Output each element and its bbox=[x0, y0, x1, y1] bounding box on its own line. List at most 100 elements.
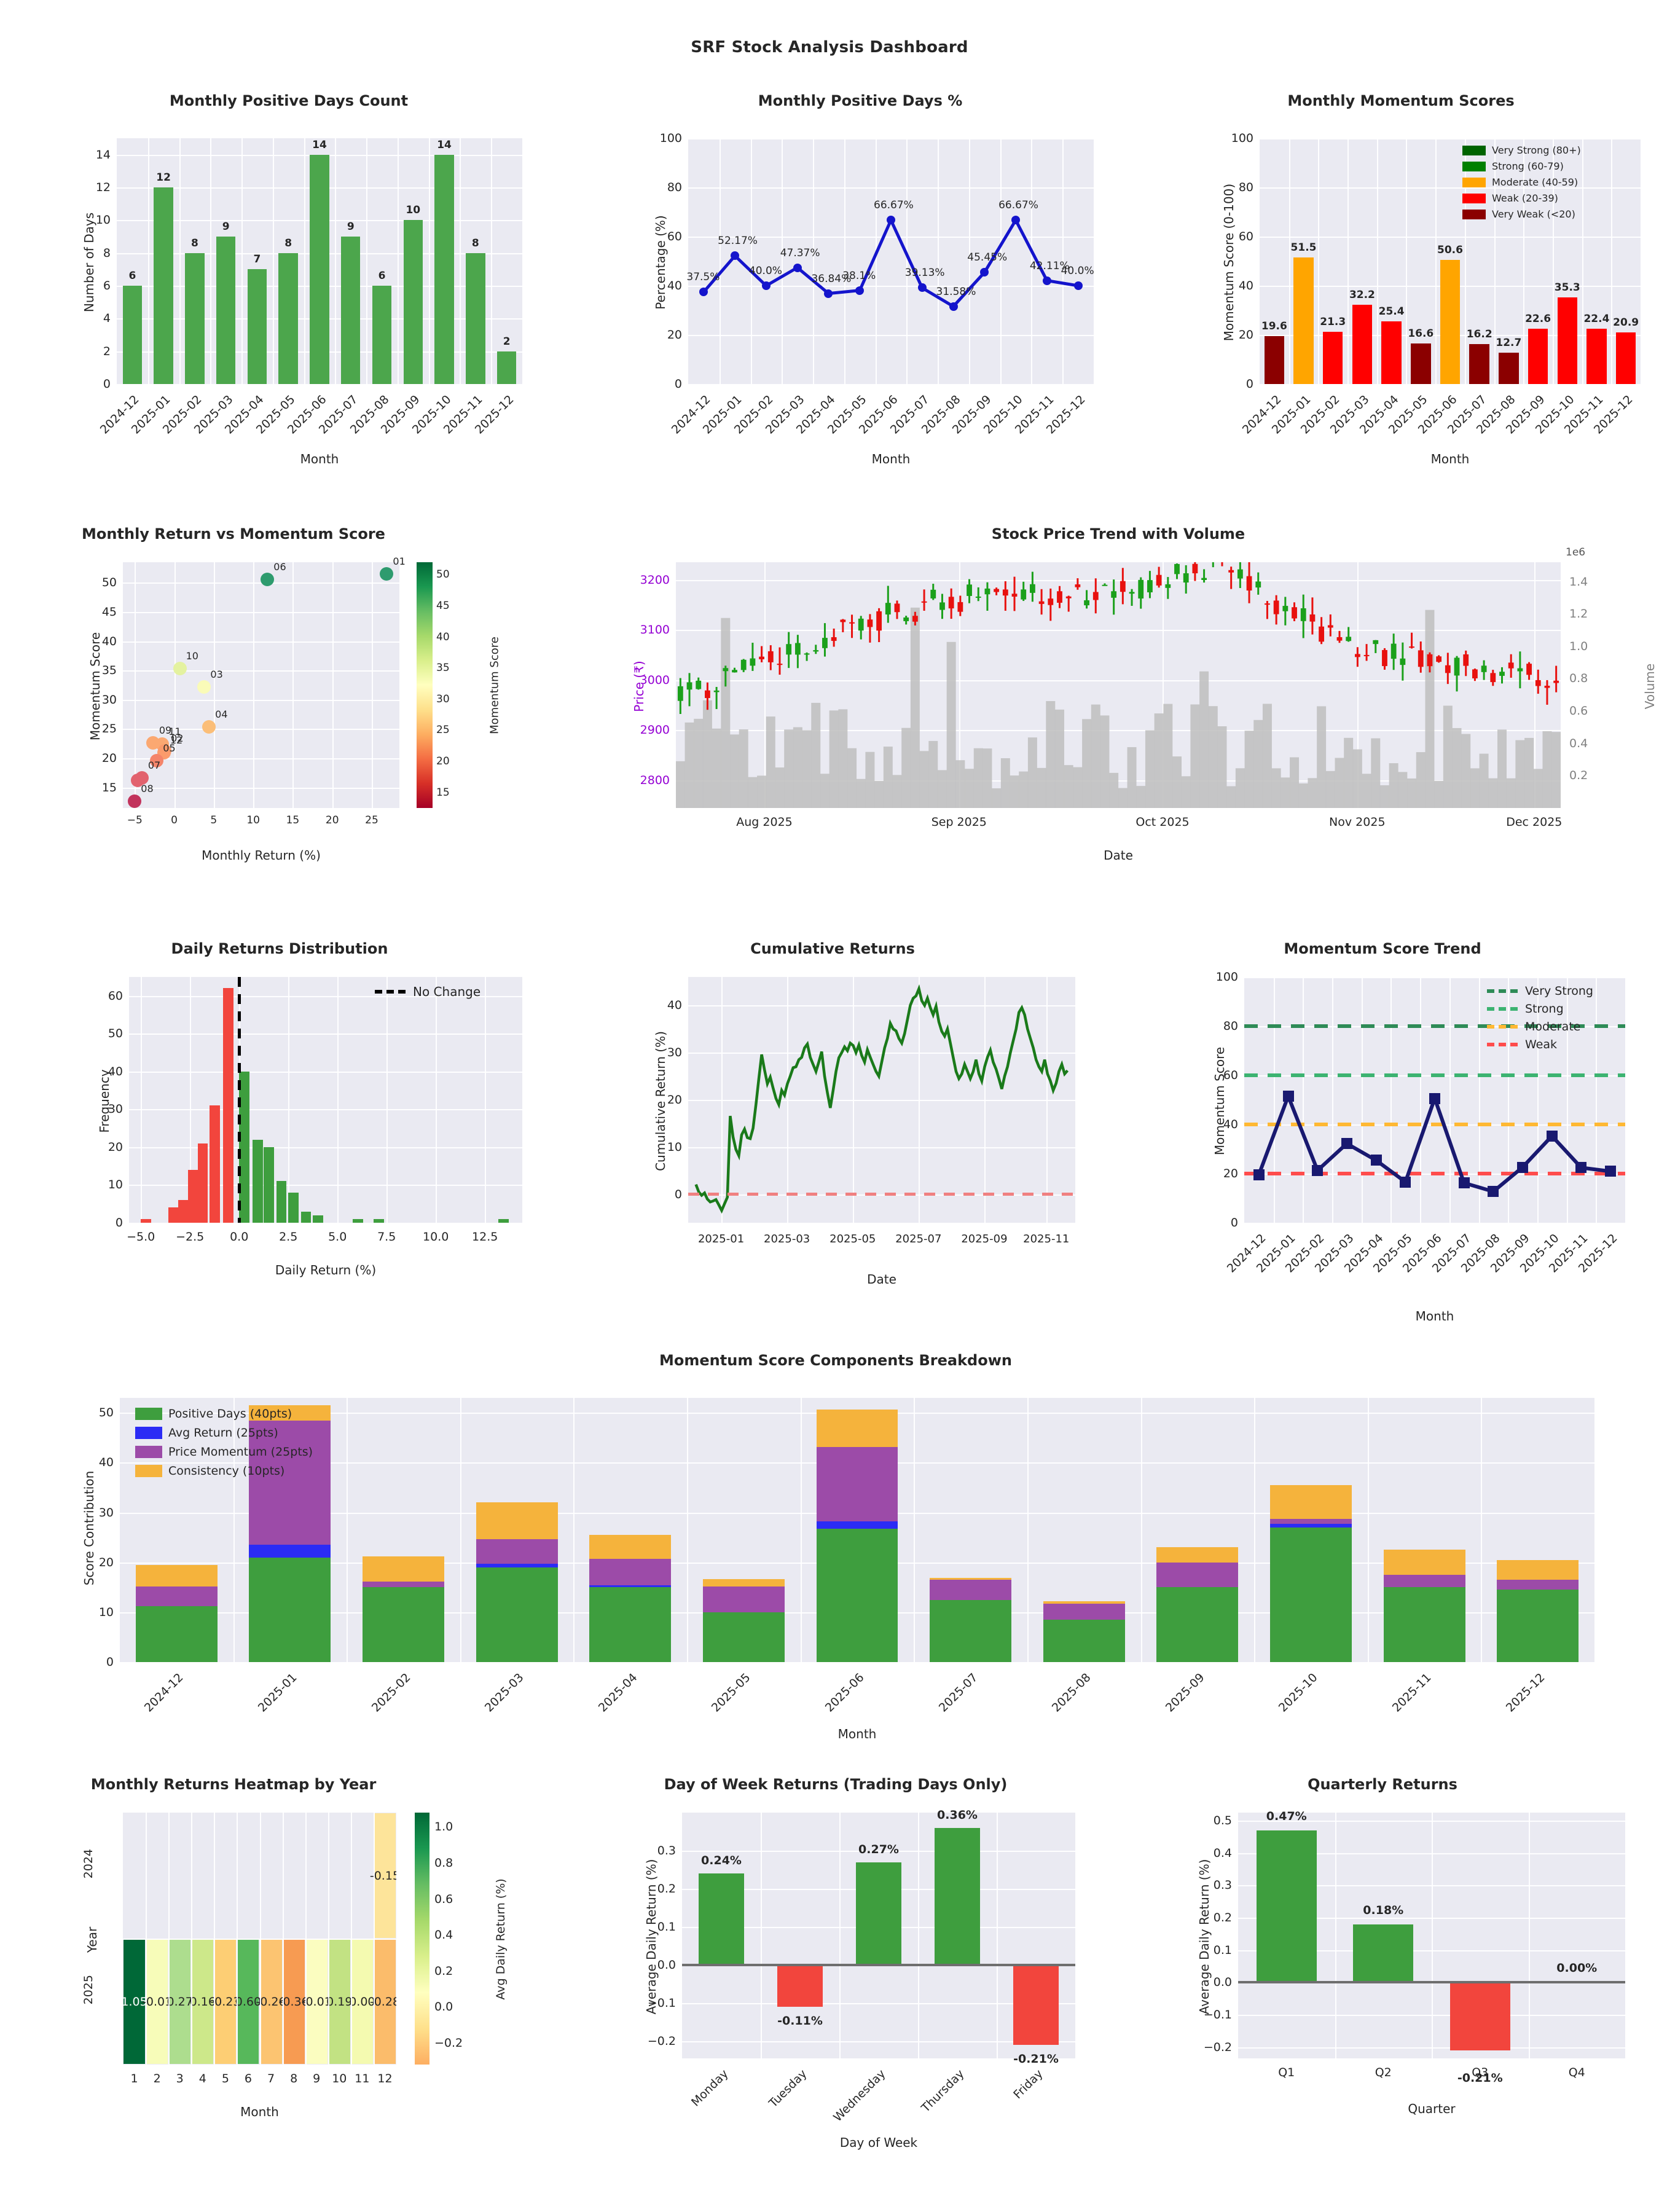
gridline bbox=[1390, 977, 1392, 1223]
data-point bbox=[917, 283, 927, 292]
gridline bbox=[676, 730, 1561, 732]
legend-swatch bbox=[135, 1446, 162, 1458]
x-tick-label: Nov 2025 bbox=[1329, 815, 1386, 829]
stacked-bar-segment bbox=[589, 1585, 672, 1588]
bar-value-label: 10 bbox=[406, 204, 421, 217]
y-tick-label: 10 bbox=[108, 1178, 123, 1192]
bar-value-label: 9 bbox=[347, 221, 355, 233]
x-tick-label: 2025-07 bbox=[895, 1233, 942, 1245]
histogram-bar bbox=[223, 988, 233, 1223]
legend-item: Avg Return (25pts) bbox=[135, 1426, 313, 1440]
legend-swatch bbox=[135, 1465, 162, 1477]
bar-value-label: 0.18% bbox=[1363, 1903, 1404, 1917]
y-tick-label: −0.1 bbox=[647, 1996, 676, 2010]
bar bbox=[1449, 1982, 1510, 2050]
scatter-point bbox=[128, 794, 142, 808]
heatmap-cell bbox=[351, 1939, 373, 2064]
y2-tick-label: 1.2 bbox=[1569, 607, 1588, 621]
legend-item: Price Momentum (25pts) bbox=[135, 1445, 313, 1459]
legend-dash-line bbox=[1487, 1043, 1518, 1046]
zero-line bbox=[688, 1193, 1075, 1196]
y-tick-label: 3000 bbox=[640, 673, 670, 687]
legend-item: Weak bbox=[1487, 1038, 1593, 1051]
x-axis-label: Month bbox=[837, 1727, 877, 1741]
y2-tick-label: 0.6 bbox=[1569, 704, 1588, 718]
histogram-bar bbox=[276, 1181, 287, 1223]
chart-title: Stock Price Trend with Volume bbox=[991, 525, 1245, 543]
heatmap-cell-value: -0.01 bbox=[301, 1994, 332, 2009]
stacked-bar-segment bbox=[1497, 1590, 1579, 1662]
y-tick-label: 8 bbox=[103, 246, 111, 260]
y-tick-label: 0.0 bbox=[1213, 1975, 1232, 1990]
bar bbox=[1264, 335, 1285, 384]
gridline bbox=[233, 1398, 235, 1662]
point-label: 11 bbox=[168, 726, 181, 738]
stacked-bar-segment bbox=[476, 1539, 558, 1564]
gridline bbox=[1376, 138, 1378, 384]
bar bbox=[1013, 1965, 1059, 2045]
data-point bbox=[1458, 1177, 1470, 1189]
y-tick-label: −0.2 bbox=[1203, 2040, 1232, 2054]
point-label: 10 bbox=[186, 650, 198, 662]
x-axis-label: Month bbox=[240, 2104, 279, 2119]
y-tick-label: 0 bbox=[1245, 377, 1253, 391]
heatmap-cell bbox=[124, 1939, 146, 2064]
stacked-bar-segment bbox=[363, 1582, 444, 1588]
y-tick-label: −0.2 bbox=[647, 2034, 676, 2049]
chart-panel-cumulative-returns: Cumulative Returns Date Cumulative Retur… bbox=[602, 940, 1106, 1321]
point-label: 05 bbox=[163, 742, 176, 754]
y-tick-label: 2900 bbox=[640, 723, 670, 737]
y-tick-label: 6 bbox=[103, 279, 111, 292]
histogram-bar bbox=[238, 1071, 249, 1223]
gridline bbox=[304, 138, 305, 384]
y-tick-label: 80 bbox=[667, 181, 682, 194]
bar-value-label: 19.6 bbox=[1261, 320, 1287, 332]
y-tick-label: 10 bbox=[98, 1605, 114, 1619]
data-point bbox=[980, 268, 989, 277]
bar bbox=[372, 286, 392, 384]
legend-label: Moderate (40-59) bbox=[1492, 176, 1579, 188]
threshold-line-weak bbox=[1244, 1172, 1625, 1175]
bar-value-label: 32.2 bbox=[1349, 289, 1375, 302]
y-tick-label: 10 bbox=[95, 213, 111, 227]
y-tick-label: 0.1 bbox=[1213, 1943, 1232, 1957]
x-axis-label: Month bbox=[1430, 452, 1470, 466]
heatmap-cell bbox=[192, 1939, 214, 2064]
stacked-bar-segment bbox=[135, 1586, 218, 1607]
heatmap-cell-value: 0.16 bbox=[189, 1994, 216, 2009]
y-axis-label: Momentum Score (0-100) bbox=[1222, 183, 1236, 342]
legend-item: Moderate (40-59) bbox=[1462, 176, 1581, 188]
gridline bbox=[1000, 138, 1002, 384]
column-label: 6 bbox=[244, 2072, 252, 2085]
point-value-label: 47.37% bbox=[780, 246, 820, 259]
gridline bbox=[1508, 977, 1510, 1223]
legend-swatch bbox=[1462, 145, 1486, 155]
heatmap-cell bbox=[328, 1939, 350, 2064]
stacked-bar-segment bbox=[1156, 1587, 1239, 1662]
scatter-point bbox=[380, 567, 394, 581]
dashboard-title: SRF Stock Analysis Dashboard bbox=[691, 38, 968, 57]
gridline bbox=[1481, 1398, 1483, 1662]
chart-panel-price-trend: Stock Price Trend with Volume 1e6 Date P… bbox=[602, 525, 1657, 894]
gridline bbox=[485, 977, 487, 1223]
gridline bbox=[129, 1033, 522, 1035]
x-tick-label: Q2 bbox=[1375, 2066, 1392, 2079]
stacked-bar-segment bbox=[476, 1564, 558, 1567]
data-point bbox=[1042, 276, 1051, 285]
histogram-bar bbox=[253, 1139, 263, 1223]
stacked-bar-segment bbox=[589, 1535, 672, 1559]
chart-title: Monthly Positive Days % bbox=[758, 92, 963, 109]
gridline bbox=[123, 611, 399, 613]
heatmap-cell bbox=[374, 1939, 396, 2064]
gridline bbox=[839, 1813, 841, 2058]
y-tick-label: 3100 bbox=[640, 623, 670, 637]
threshold-line-strong bbox=[1244, 1073, 1625, 1077]
data-point bbox=[1011, 216, 1021, 225]
bar bbox=[185, 253, 205, 384]
gridline bbox=[1432, 1813, 1433, 2058]
legend-swatch bbox=[1462, 193, 1486, 203]
y-tick-label: 3200 bbox=[640, 573, 670, 587]
data-point bbox=[1341, 1138, 1352, 1150]
x-tick-label: 5 bbox=[210, 814, 218, 826]
heatmap-cell bbox=[237, 1939, 259, 2064]
